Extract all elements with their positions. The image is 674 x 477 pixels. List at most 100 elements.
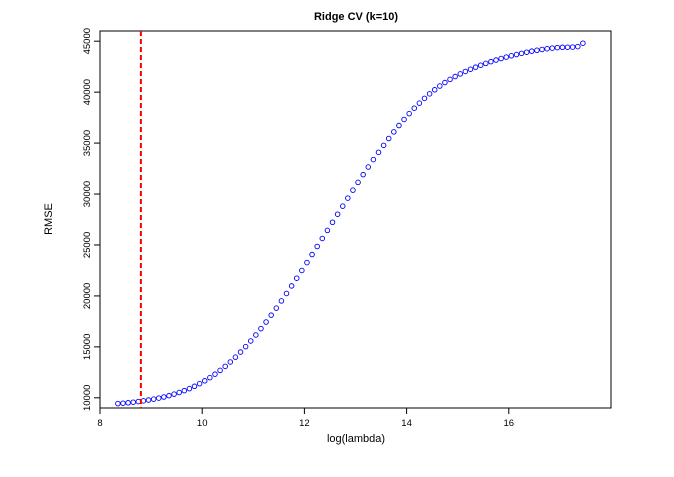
data-point	[391, 129, 397, 135]
data-point	[457, 71, 464, 77]
data-point	[247, 338, 254, 344]
data-point	[181, 387, 188, 394]
data-point	[508, 53, 515, 59]
data-point	[130, 399, 136, 405]
x-axis-label: log(lambda)	[327, 433, 385, 445]
data-point	[370, 156, 377, 163]
data-point	[523, 49, 530, 55]
data-point	[145, 397, 152, 403]
data-point	[120, 400, 126, 406]
data-point	[411, 105, 418, 111]
x-tick-label: 8	[97, 418, 102, 429]
x-tick-label: 12	[299, 418, 310, 429]
data-point	[150, 396, 157, 402]
data-point	[534, 47, 540, 54]
y-tick-label: 40000	[82, 79, 93, 105]
data-point	[156, 395, 162, 401]
data-point	[355, 179, 361, 186]
data-point	[339, 203, 346, 209]
y-tick-label: 35000	[82, 130, 93, 156]
data-point	[375, 149, 382, 156]
data-point	[493, 57, 499, 63]
data-point	[314, 243, 320, 250]
data-point	[467, 66, 474, 72]
data-point	[529, 48, 535, 54]
data-point	[503, 54, 509, 60]
data-point	[324, 227, 331, 234]
data-point	[544, 45, 550, 52]
data-point	[166, 392, 172, 399]
data-point	[304, 259, 310, 266]
data-point	[488, 58, 494, 65]
data-point	[196, 380, 203, 387]
data-point	[345, 195, 351, 201]
data-point	[472, 64, 479, 70]
data-point	[477, 62, 484, 68]
data-point	[253, 332, 259, 338]
x-tick-label: 16	[504, 418, 515, 429]
y-axis-label: RMSE	[43, 203, 55, 235]
data-point	[258, 325, 264, 332]
y-tick-label: 25000	[82, 232, 93, 258]
data-point	[462, 68, 469, 75]
data-point	[278, 298, 285, 304]
data-point	[217, 367, 223, 374]
data-point	[309, 251, 315, 258]
data-point	[191, 383, 198, 390]
x-axis: 8 10 12 14 16	[97, 408, 514, 429]
data-point	[569, 44, 576, 50]
data-point	[549, 45, 555, 51]
data-point	[288, 283, 295, 289]
data-point	[202, 378, 208, 384]
data-point	[227, 359, 234, 365]
data-point	[385, 135, 392, 142]
data-point	[447, 76, 453, 83]
y-tick-label: 10000	[82, 385, 93, 411]
y-tick-label: 15000	[82, 334, 93, 360]
data-point	[125, 400, 131, 406]
data-point	[426, 91, 433, 97]
data-point	[554, 44, 561, 51]
data-point	[161, 394, 167, 400]
y-tick-label: 45000	[82, 28, 93, 54]
data-point	[350, 187, 356, 193]
data-point	[299, 267, 305, 274]
plot-box	[99, 30, 612, 409]
data-point	[513, 51, 520, 58]
data-point	[268, 312, 274, 318]
data-point	[580, 40, 586, 46]
data-point	[207, 374, 213, 381]
rmse-points	[115, 40, 586, 407]
data-point	[421, 95, 428, 102]
y-axis: 10000 15000 20000 25000 30000 35000 40000 45000	[82, 28, 100, 411]
data-point	[222, 363, 228, 370]
data-point	[115, 400, 121, 407]
data-point	[186, 385, 193, 392]
y-tick-label: 20000	[82, 283, 93, 309]
data-point	[416, 100, 423, 106]
data-point	[380, 142, 387, 149]
data-point	[483, 60, 489, 67]
x-tick-label: 14	[401, 418, 412, 429]
data-point	[329, 219, 336, 226]
data-point	[334, 211, 341, 217]
data-point	[518, 50, 525, 57]
y-tick-label: 30000	[82, 181, 93, 207]
data-point	[539, 46, 545, 53]
data-point	[559, 44, 566, 51]
data-point	[237, 349, 244, 355]
data-point	[171, 391, 177, 397]
data-point	[406, 110, 412, 117]
data-point	[263, 319, 269, 325]
data-point	[319, 235, 326, 242]
data-point	[232, 354, 239, 360]
data-point	[242, 343, 249, 350]
data-point	[498, 55, 504, 62]
data-point	[293, 275, 300, 281]
data-point	[212, 371, 218, 377]
data-point	[360, 171, 366, 178]
chart-title: Ridge CV (k=10)	[314, 11, 398, 23]
data-point	[401, 116, 407, 123]
data-point	[396, 122, 402, 129]
